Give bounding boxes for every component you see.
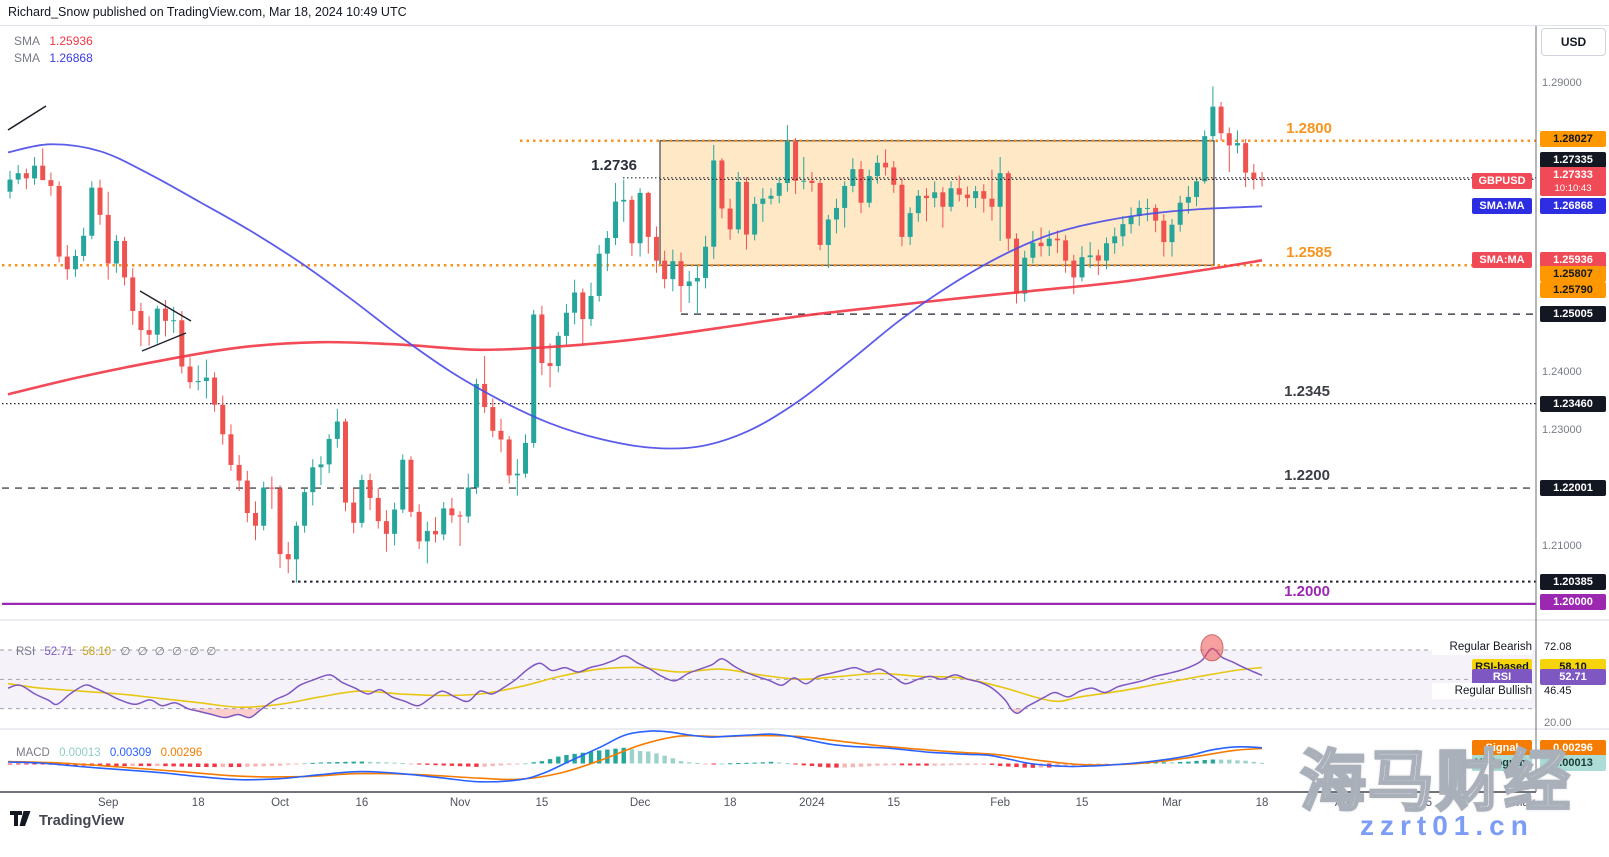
sma-blue-label: SMA: [14, 51, 41, 65]
currency-selector-button[interactable]: USD: [1541, 28, 1606, 56]
date-tick-Sep[interactable]: Sep: [97, 797, 119, 809]
date-tick-18[interactable]: 18: [1255, 797, 1269, 809]
axis-left-label-Signal: Signal: [1472, 740, 1532, 757]
level-label-1.2345: 1.2345: [1284, 382, 1330, 400]
macd-legend-row: MACD 0.00013 0.00309 0.00296: [16, 747, 208, 759]
sma-blue-value: 1.26868: [49, 51, 93, 65]
axis-left-label-SMA:MA: SMA:MA: [1472, 252, 1532, 269]
axis-badge-1.20385: 1.20385: [1540, 573, 1606, 590]
date-tick-Nov[interactable]: Nov: [449, 797, 471, 809]
date-tick-May[interactable]: May: [1512, 797, 1535, 809]
axis-left-label-Histogram: Histogram: [1472, 754, 1532, 771]
watermark-url-text: zzrt01.cn: [1360, 810, 1534, 841]
axis-badge-20.00: 20.00: [1544, 717, 1572, 730]
rsi-legend-row: RSI 52.71 58.10 ∅ ∅ ∅ ∅ ∅ ∅: [16, 644, 224, 658]
macd-label: MACD: [16, 747, 50, 759]
axis-badge-1.22001: 1.22001: [1540, 480, 1606, 497]
macd-line-value: 0.00309: [109, 747, 152, 759]
axis-badge-1.27333: 1.27333 10:10:43: [1540, 167, 1606, 197]
axis-badge-52.71: 52.71: [1540, 669, 1606, 686]
axis-left-label-Regular Bullish: Regular Bullish: [1432, 682, 1532, 699]
sma-red-value: 1.25936: [49, 34, 93, 48]
header-divider: [0, 25, 1609, 26]
tradingview-logo-icon: [10, 811, 33, 831]
price-tick-1.24000[interactable]: 1.24000: [1542, 366, 1582, 379]
level-label-1.2000: 1.2000: [1284, 582, 1330, 600]
axis-badge-0.00013: 0.00013: [1540, 754, 1606, 771]
axis-badge-0.00296: 0.00296: [1540, 740, 1606, 757]
date-tick-2024[interactable]: 2024: [799, 797, 825, 809]
axis-badge-1.25936: 1.25936: [1540, 252, 1606, 269]
rsi-ma-value: 58.10: [82, 646, 112, 658]
macd-signal-value: 0.00296: [160, 747, 203, 759]
price-tick-1.29000[interactable]: 1.29000: [1542, 76, 1582, 89]
date-tick-Oct[interactable]: Oct: [271, 797, 289, 809]
axis-badge-1.20000: 1.20000: [1540, 593, 1606, 610]
date-tick-Mar[interactable]: Mar: [1162, 797, 1182, 809]
date-tick-Apr[interactable]: Apr: [1334, 797, 1353, 809]
watermark-cn-text: 海马财经: [1299, 743, 1572, 820]
axis-badge-1.25005: 1.25005: [1540, 306, 1606, 323]
rsi-hidden-values: ∅ ∅ ∅ ∅ ∅ ∅: [120, 646, 219, 658]
level-label-1.2585: 1.2585: [1286, 244, 1332, 262]
axis-badge-1.26868: 1.26868: [1540, 198, 1606, 215]
level-label-1.2736: 1.2736: [591, 156, 637, 174]
axis-badge-1.25790: 1.25790: [1540, 281, 1606, 298]
macd-hist-value: 0.00013: [59, 747, 101, 759]
date-tick-Feb[interactable]: Feb: [990, 797, 1011, 809]
axis-left-label-Regular Bearish: Regular Bearish: [1432, 638, 1532, 655]
axis-left-label-RSI: RSI: [1472, 669, 1532, 686]
rsi-label: RSI: [16, 646, 36, 658]
sma-legend-row-blue: SMA 1.26868: [14, 51, 99, 65]
axis-badge-1.25807: 1.25807: [1540, 265, 1606, 282]
date-tick-18[interactable]: 18: [723, 797, 737, 809]
tradingview-footer[interactable]: TradingView: [10, 811, 124, 831]
date-tick-15[interactable]: 15: [535, 797, 549, 809]
axis-badge-1.23460: 1.23460: [1540, 395, 1606, 412]
level-label-1.2200: 1.2200: [1284, 467, 1330, 485]
level-label-1.2800: 1.2800: [1286, 119, 1332, 137]
axis-badge-46.45: 46.45: [1544, 684, 1572, 697]
date-tick-16[interactable]: 16: [355, 797, 369, 809]
sma-red-label: SMA: [14, 34, 41, 48]
publish-attribution: Richard_Snow published on TradingView.co…: [8, 5, 407, 19]
price-tick-1.21000[interactable]: 1.21000: [1542, 540, 1582, 552]
date-tick-15[interactable]: 15: [887, 797, 901, 809]
sma-legend-row-red: SMA 1.25936: [14, 34, 99, 48]
axis-badge-72.08: 72.08: [1544, 640, 1572, 653]
axis-left-label-GBPUSD: GBPUSD: [1472, 173, 1532, 190]
tradingview-brand-text: TradingView: [39, 813, 125, 829]
date-tick-15[interactable]: 15: [1419, 797, 1433, 809]
date-tick-15[interactable]: 15: [1075, 797, 1089, 809]
price-tick-1.23000[interactable]: 1.23000: [1542, 424, 1582, 437]
date-tick-Dec[interactable]: Dec: [629, 797, 651, 809]
date-tick-18[interactable]: 18: [191, 797, 205, 809]
axis-left-label-SMA:MA: SMA:MA: [1472, 198, 1532, 215]
axis-badge-1.28027: 1.28027: [1540, 131, 1606, 148]
rsi-value: 52.71: [44, 646, 74, 658]
axis-badge-1.27335: 1.27335: [1540, 152, 1606, 169]
